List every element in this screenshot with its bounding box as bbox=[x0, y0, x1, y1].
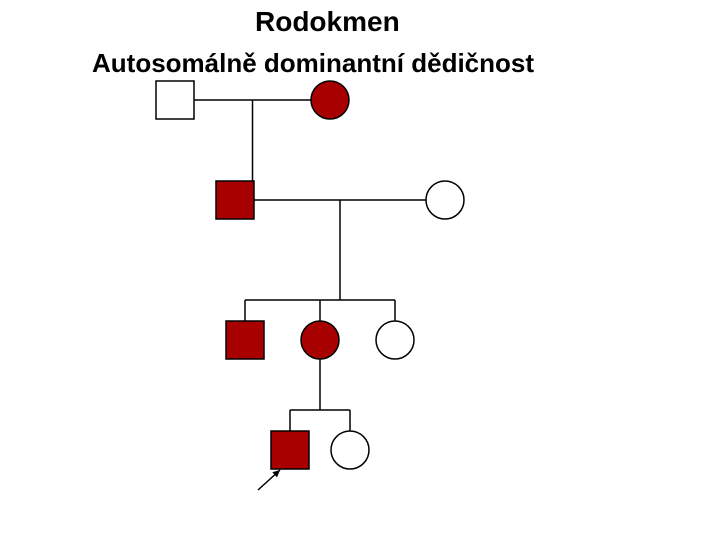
pedigree-male bbox=[271, 431, 309, 469]
pedigree-diagram bbox=[0, 0, 720, 540]
pedigree-male bbox=[216, 181, 254, 219]
pedigree-female bbox=[331, 431, 369, 469]
pedigree-female bbox=[301, 321, 339, 359]
pedigree-female bbox=[311, 81, 349, 119]
pedigree-male bbox=[156, 81, 194, 119]
pedigree-male bbox=[226, 321, 264, 359]
pedigree-female bbox=[426, 181, 464, 219]
pedigree-female bbox=[376, 321, 414, 359]
